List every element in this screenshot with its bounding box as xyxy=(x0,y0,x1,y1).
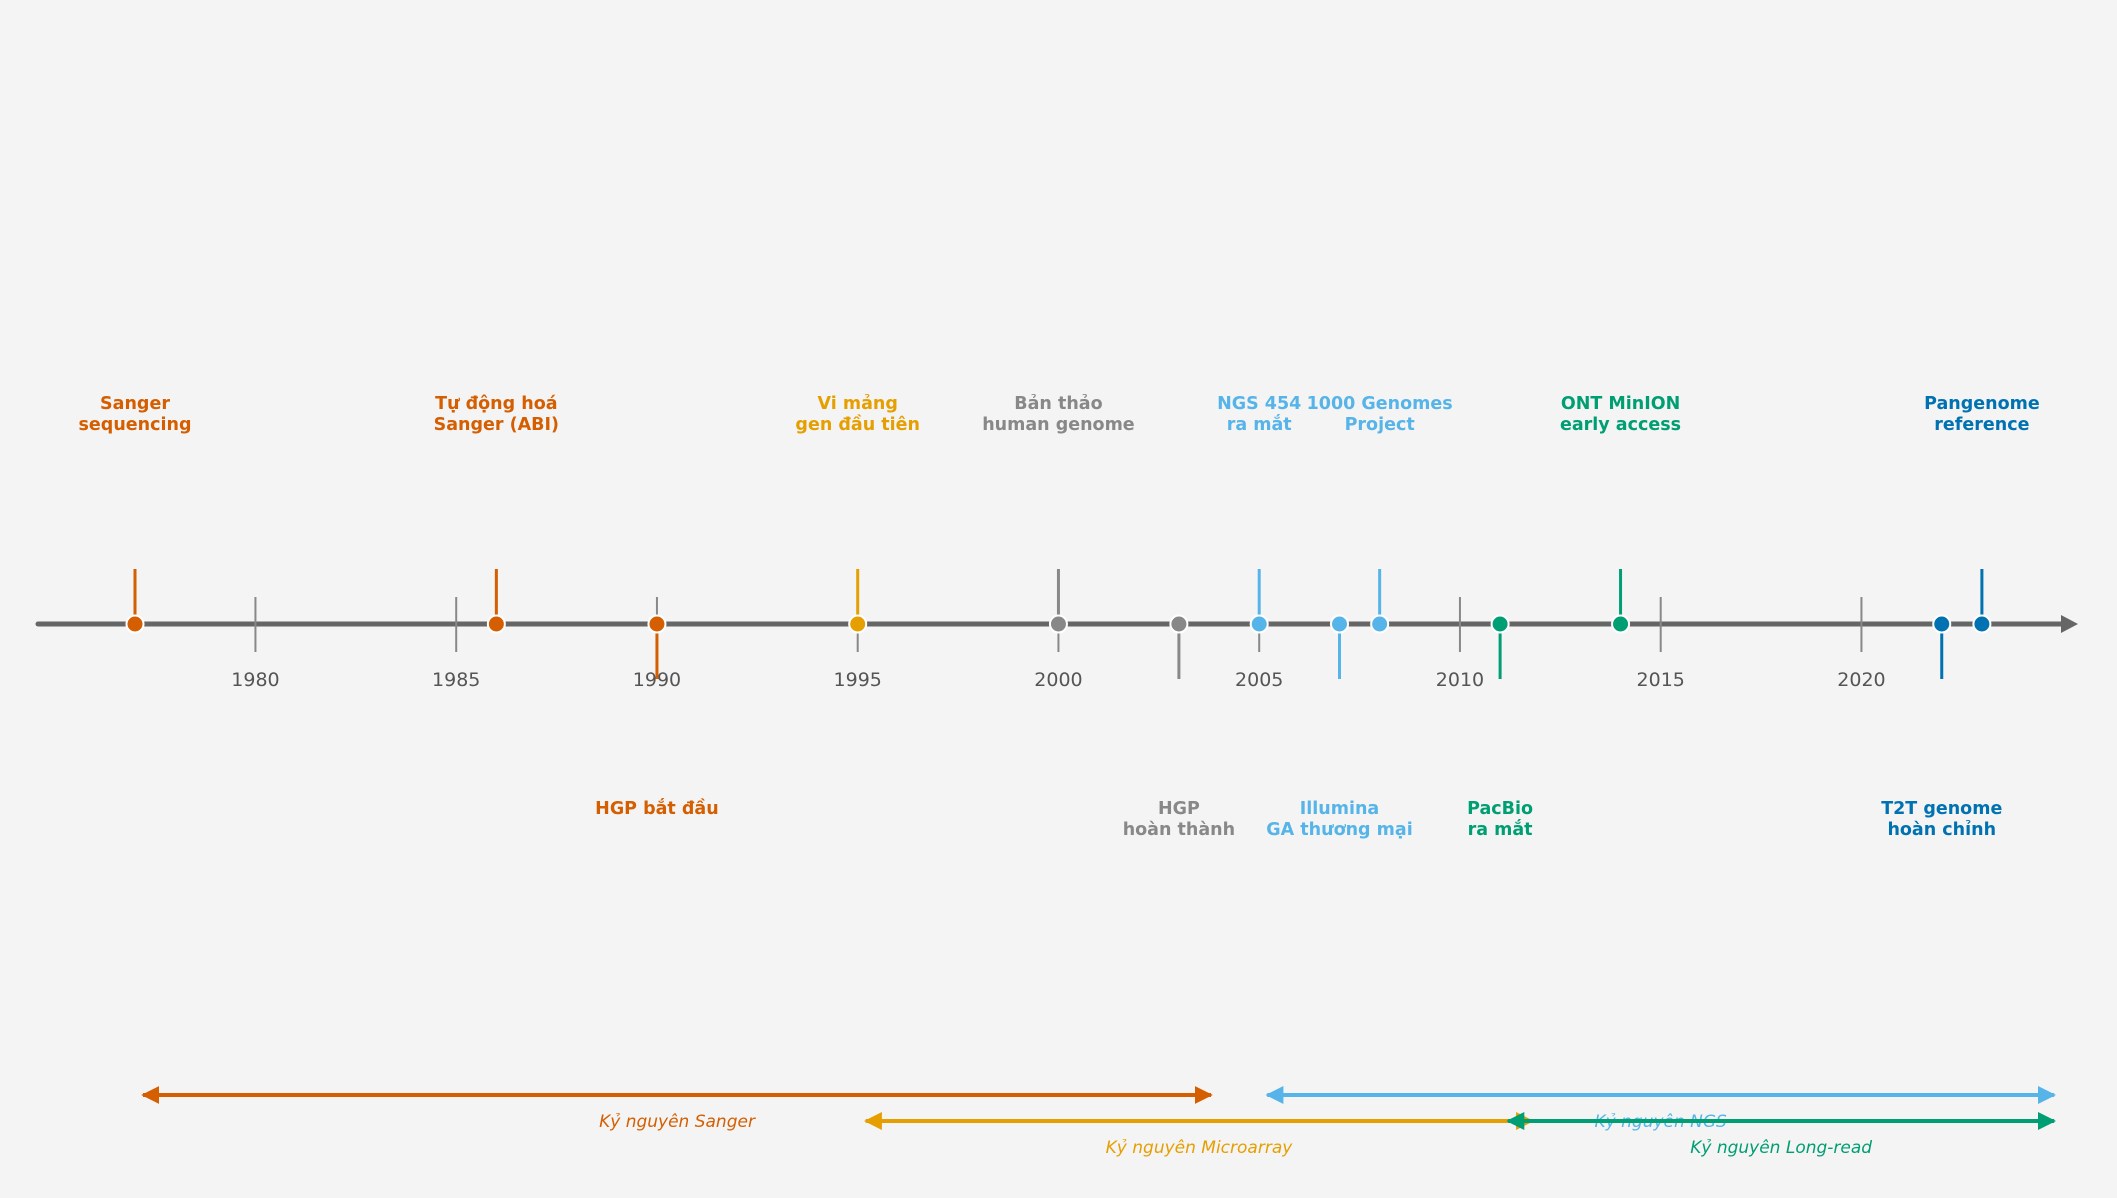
event-marker-2022 xyxy=(1932,614,1952,634)
tick-label-1990: 1990 xyxy=(633,669,681,691)
event-label-2000-line2: human genome xyxy=(982,415,1135,435)
tick-label-1995: 1995 xyxy=(834,669,882,691)
event-label-2000-line1: Bản thảo xyxy=(1014,394,1102,414)
event-label-2007-line1: Illumina xyxy=(1300,799,1379,819)
event-label-1977-line1: Sanger xyxy=(100,394,170,414)
event-label-2011-line1: PacBio xyxy=(1467,799,1533,819)
event-label-1995-line2: gen đầu tiên xyxy=(795,414,920,435)
era-label-2: Kỷ nguyên Microarray xyxy=(1106,1138,1294,1158)
event-marker-2007 xyxy=(1330,614,1349,634)
tick-label-2005: 2005 xyxy=(1235,669,1283,691)
event-marker-1995 xyxy=(848,614,868,634)
event-marker-2005 xyxy=(1249,614,1269,634)
event-label-1990: HGP bắt đầu xyxy=(595,798,719,819)
event-marker-2000 xyxy=(1048,614,1068,634)
event-marker-1990 xyxy=(647,614,667,634)
event-label-2008-line2: Project xyxy=(1345,415,1415,435)
event-label-2005-line2: ra mắt xyxy=(1227,414,1292,435)
tick-label-2015: 2015 xyxy=(1637,669,1685,691)
era-label-3: Kỷ nguyên Long-read xyxy=(1690,1138,1872,1158)
event-marker-2008 xyxy=(1370,614,1390,634)
tick-label-2020: 2020 xyxy=(1837,669,1885,691)
tick-label-1985: 1985 xyxy=(432,669,480,691)
event-marker-1986 xyxy=(486,614,506,634)
event-label-2008-line1: 1000 Genomes xyxy=(1307,394,1453,414)
event-label-2014-line2: early access xyxy=(1560,415,1681,435)
event-label-1986-line1: Tự động hoá xyxy=(435,394,557,414)
event-label-2003-line1: HGP xyxy=(1158,799,1200,819)
event-marker-2023 xyxy=(1972,614,1992,634)
tick-label-2000: 2000 xyxy=(1034,669,1082,691)
event-label-1977-line2: sequencing xyxy=(79,415,192,435)
event-label-2003-line2: hoàn thành xyxy=(1123,820,1235,840)
timeline-axis-arrowhead xyxy=(2061,615,2078,633)
event-label-1986-line2: Sanger (ABI) xyxy=(434,415,559,435)
event-label-1995-line1: Vi mảng xyxy=(818,394,898,414)
event-label-2011-line2: ra mắt xyxy=(1468,819,1533,840)
era-label-0: Kỷ nguyên Sanger xyxy=(599,1112,756,1132)
event-marker-2011 xyxy=(1490,614,1510,634)
event-label-2023-line1: Pangenome xyxy=(1924,394,2040,414)
event-label-2022-line2: hoàn chỉnh xyxy=(1887,820,1996,840)
event-marker-1977 xyxy=(125,614,145,634)
event-label-2022-line1: T2T genome xyxy=(1881,799,2002,819)
event-marker-2014 xyxy=(1611,614,1631,634)
event-label-2005-line1: NGS 454 xyxy=(1217,394,1301,414)
event-label-2023-line2: reference xyxy=(1934,415,2029,435)
tick-label-2010: 2010 xyxy=(1436,669,1484,691)
event-marker-2003 xyxy=(1169,614,1189,634)
tick-label-1980: 1980 xyxy=(231,669,279,691)
event-label-2007-line2: GA thương mại xyxy=(1266,820,1412,840)
event-label-2014-line1: ONT MinION xyxy=(1561,394,1680,414)
